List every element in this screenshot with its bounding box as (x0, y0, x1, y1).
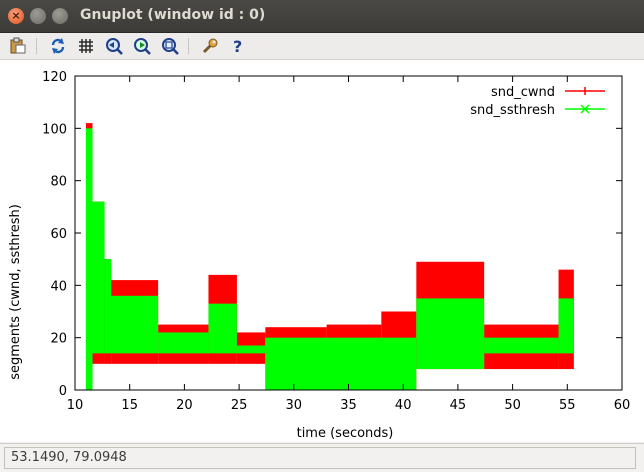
replot-icon[interactable] (48, 36, 68, 56)
close-button[interactable]: × (8, 8, 24, 24)
maximize-button[interactable] (52, 8, 68, 24)
ssthresh-band (104, 259, 112, 354)
x-tick-label: 45 (450, 398, 467, 413)
x-tick-label: 60 (614, 398, 631, 413)
grid-icon[interactable] (76, 36, 96, 56)
x-tick-label: 25 (231, 398, 248, 413)
legend-label: snd_ssthresh (470, 103, 555, 118)
x-tick-label: 30 (286, 398, 303, 413)
x-tick-label: 20 (176, 398, 193, 413)
toolbar-separator (36, 38, 37, 54)
ssthresh-band (111, 295, 159, 354)
coordinates-box: 53.1490, 79.0948 (4, 447, 636, 469)
toolbar-separator (188, 38, 189, 54)
y-tick-label: 60 (50, 227, 67, 242)
status-bar: 53.1490, 79.0948 (0, 443, 644, 472)
ssthresh-band (92, 201, 105, 354)
help-icon[interactable]: ? (228, 36, 248, 56)
ssthresh-band (236, 345, 266, 354)
ssthresh-band (265, 337, 417, 390)
plot-area[interactable]: 10 15 20 25 30 35 40 45 50 55 60 0 20 40 60 80 100 120 sn… (0, 60, 644, 442)
ssthresh-band (158, 332, 209, 354)
x-tick-label: 55 (559, 398, 576, 413)
minimize-button[interactable] (30, 8, 46, 24)
toolbar: ? (0, 33, 644, 60)
y-tick-label: 0 (59, 384, 67, 399)
legend-label: snd_cwnd (491, 85, 555, 100)
x-tick-label: 15 (121, 398, 138, 413)
x-tick-label: 50 (504, 398, 521, 413)
y-tick-label: 100 (42, 122, 67, 137)
zoom-next-icon[interactable] (132, 36, 152, 56)
title-bar: × Gnuplot (window id : 0) (0, 0, 644, 33)
copy-to-clipboard-icon[interactable] (8, 36, 28, 56)
x-tick-label: 10 (67, 398, 84, 413)
preferences-icon[interactable] (200, 36, 220, 56)
svg-text:?: ? (233, 37, 242, 55)
ssthresh-band (484, 337, 559, 354)
window-title: Gnuplot (window id : 0) (80, 7, 266, 23)
autoscale-icon[interactable] (160, 36, 180, 56)
zoom-previous-icon[interactable] (104, 36, 124, 56)
gnuplot-chart: 10 15 20 25 30 35 40 45 50 55 60 0 20 40 60 80 100 120 sn… (8, 70, 631, 441)
y-tick-label: 80 (50, 175, 67, 190)
ssthresh-band (558, 298, 574, 354)
ssthresh-band (85, 128, 93, 390)
y-tick-label: 40 (50, 279, 67, 294)
y-axis-label: segments (cwnd, ssthresh) (8, 204, 23, 380)
x-tick-label: 35 (340, 398, 357, 413)
ssthresh-band (208, 303, 237, 354)
ssthresh-band (416, 298, 485, 370)
y-tick-label: 120 (42, 70, 67, 85)
legend-x-marker (580, 104, 590, 114)
y-tick-label: 20 (50, 332, 67, 347)
x-tick-label: 40 (395, 398, 412, 413)
x-axis-label: time (seconds) (297, 426, 394, 441)
cursor-coordinates: 53.1490, 79.0948 (11, 450, 127, 465)
